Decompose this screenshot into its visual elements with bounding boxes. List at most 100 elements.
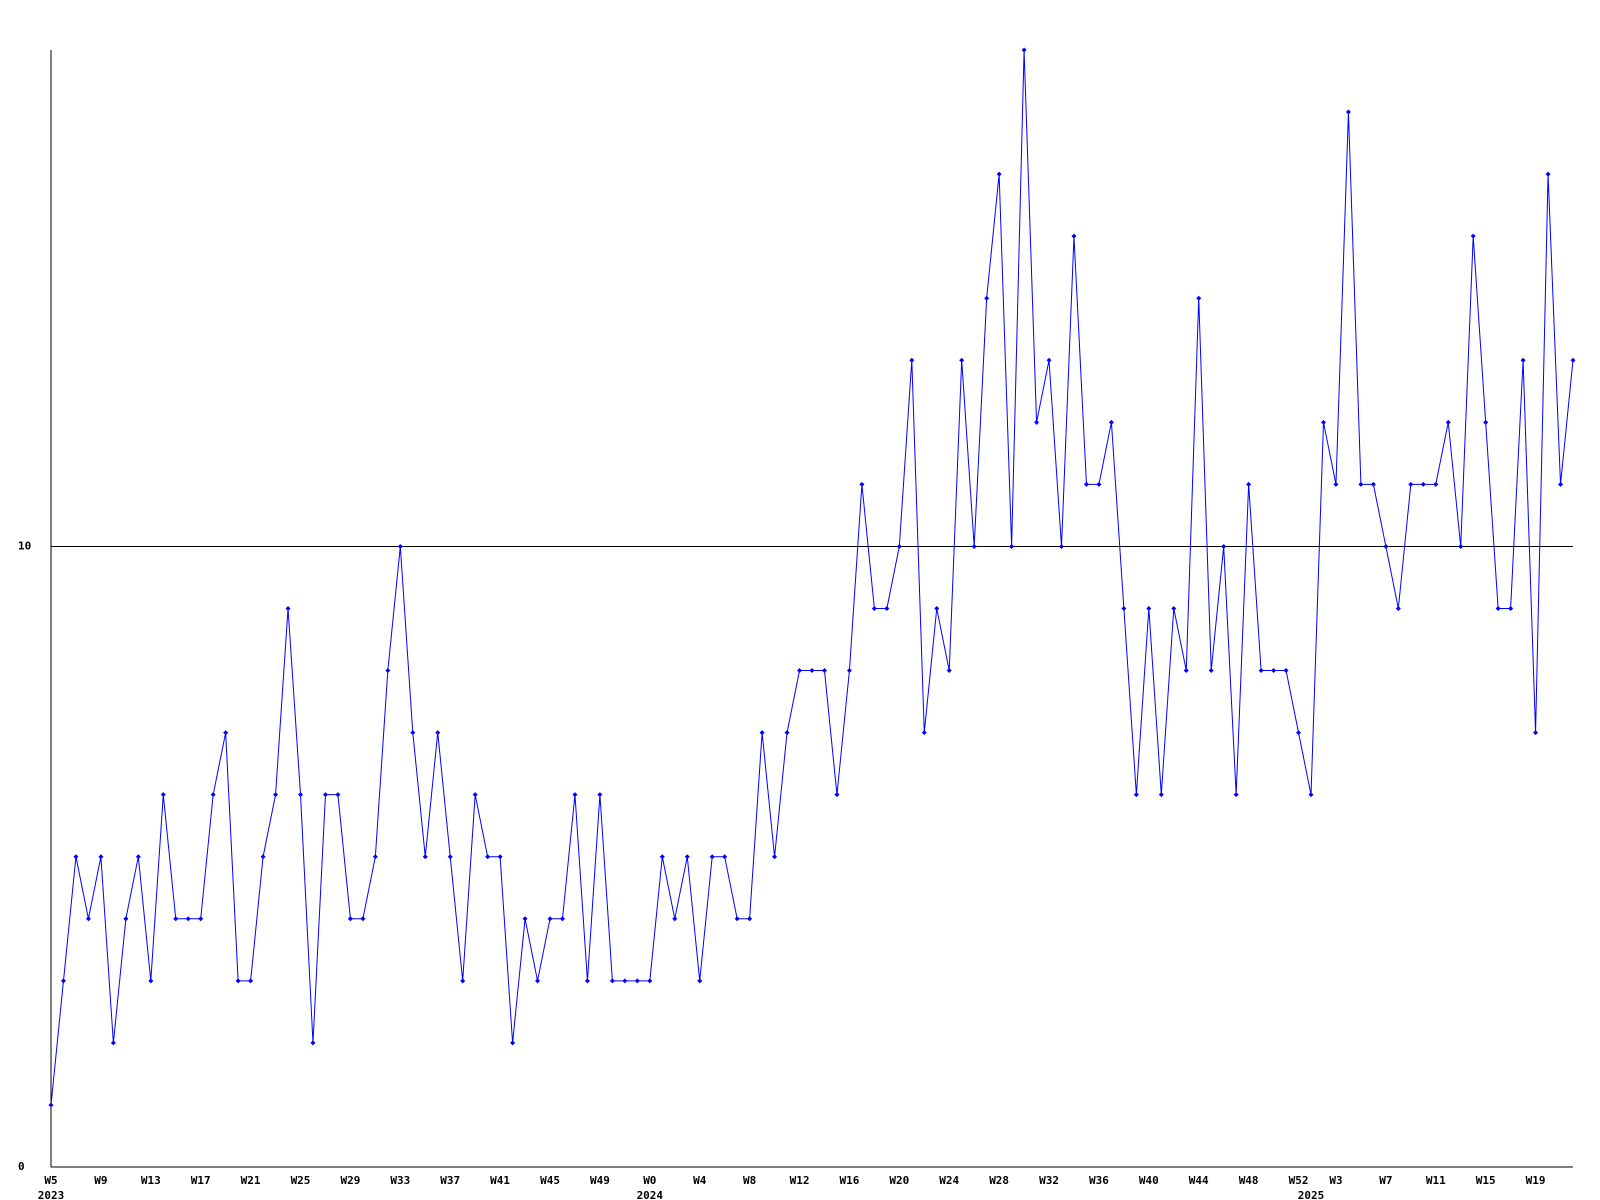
data-point [1345,109,1351,115]
data-point [896,543,902,549]
data-point [472,792,478,798]
data-point [123,916,129,922]
data-point [772,854,778,860]
x-tick-label: W7 [1379,1174,1392,1187]
data-point [248,978,254,984]
data-point [871,606,877,611]
data-point [647,978,653,984]
data-point [1395,606,1401,611]
x-tick-label: W11 [1426,1174,1446,1187]
data-point [1158,792,1164,798]
data-point [1233,792,1239,798]
x-tick-label: W3 [1329,1174,1342,1187]
x-tick-label: W29 [340,1174,360,1187]
data-point [522,916,528,922]
data-point [672,916,678,922]
data-point [884,606,890,611]
data-point [984,295,990,301]
data-point [185,916,191,922]
data-point [1533,730,1539,736]
data-point [1445,419,1451,425]
data-point [809,668,815,674]
x-tick-label: W41 [490,1174,510,1187]
x-tick-label: W48 [1239,1174,1259,1187]
data-point [135,854,141,860]
x-tick-label: W33 [390,1174,410,1187]
data-point [1470,233,1476,239]
data-point [48,1102,54,1108]
x-tick-label: W36 [1089,1174,1109,1187]
data-line [50,49,1574,1105]
data-point [934,606,940,611]
x-tick-label: W52 [1289,1174,1309,1187]
data-point [1408,481,1414,487]
data-point [584,978,590,984]
data-point [747,916,753,922]
x-tick-label: W45 [540,1174,560,1187]
x-tick-label: W15 [1476,1174,1496,1187]
data-point [1021,47,1027,53]
data-point [547,916,553,922]
x-group-label: 2023 [38,1189,65,1200]
data-point [235,978,241,984]
x-tick-label: W5 [44,1174,57,1187]
data-point [1034,419,1040,425]
data-point [322,792,328,798]
data-point [1009,543,1015,549]
data-point [797,668,803,674]
x-tick-label: W49 [590,1174,610,1187]
data-point [971,543,977,549]
data-point [347,916,353,922]
x-tick-label: W4 [693,1174,707,1187]
data-point [622,978,628,984]
x-tick-label: W19 [1526,1174,1546,1187]
x-tick-label: W12 [790,1174,810,1187]
data-point [397,543,403,549]
data-point [659,854,665,860]
data-point [1283,668,1289,674]
data-point [435,730,441,736]
data-point [1495,606,1501,611]
x-tick-label: W21 [241,1174,261,1187]
data-point [1108,419,1114,425]
data-point [1320,419,1326,425]
data-point [1370,481,1376,487]
x-tick-label: W25 [291,1174,311,1187]
data-point [510,1040,516,1046]
data-point [422,854,428,860]
x-tick-label: W44 [1189,1174,1209,1187]
data-point [1071,233,1077,239]
x-tick-label: W28 [989,1174,1009,1187]
data-point [1508,606,1514,611]
data-point [410,730,416,736]
data-point [85,916,91,922]
data-point [1271,668,1277,674]
data-point [148,978,154,984]
data-point [859,481,865,487]
data-point [1046,357,1052,363]
y-tick-label: 10 [18,539,31,552]
x-tick-label: W0 [643,1174,656,1187]
data-point [1358,481,1364,487]
data-point [834,792,840,798]
x-tick-label: W40 [1139,1174,1159,1187]
data-point [1483,419,1489,425]
data-point [1383,543,1389,549]
data-point [447,854,453,860]
data-point [722,854,728,860]
data-point [298,792,304,798]
data-point [1258,668,1264,674]
data-point [1171,606,1177,611]
x-tick-label: W13 [141,1174,161,1187]
data-point [1308,792,1314,798]
data-point [1558,481,1564,487]
data-point [559,916,565,922]
data-point [335,792,341,798]
x-tick-label: W37 [440,1174,460,1187]
data-point [734,916,740,922]
data-point [60,978,66,984]
x-tick-label: W17 [191,1174,211,1187]
data-point [1121,606,1127,611]
data-point [285,606,291,611]
